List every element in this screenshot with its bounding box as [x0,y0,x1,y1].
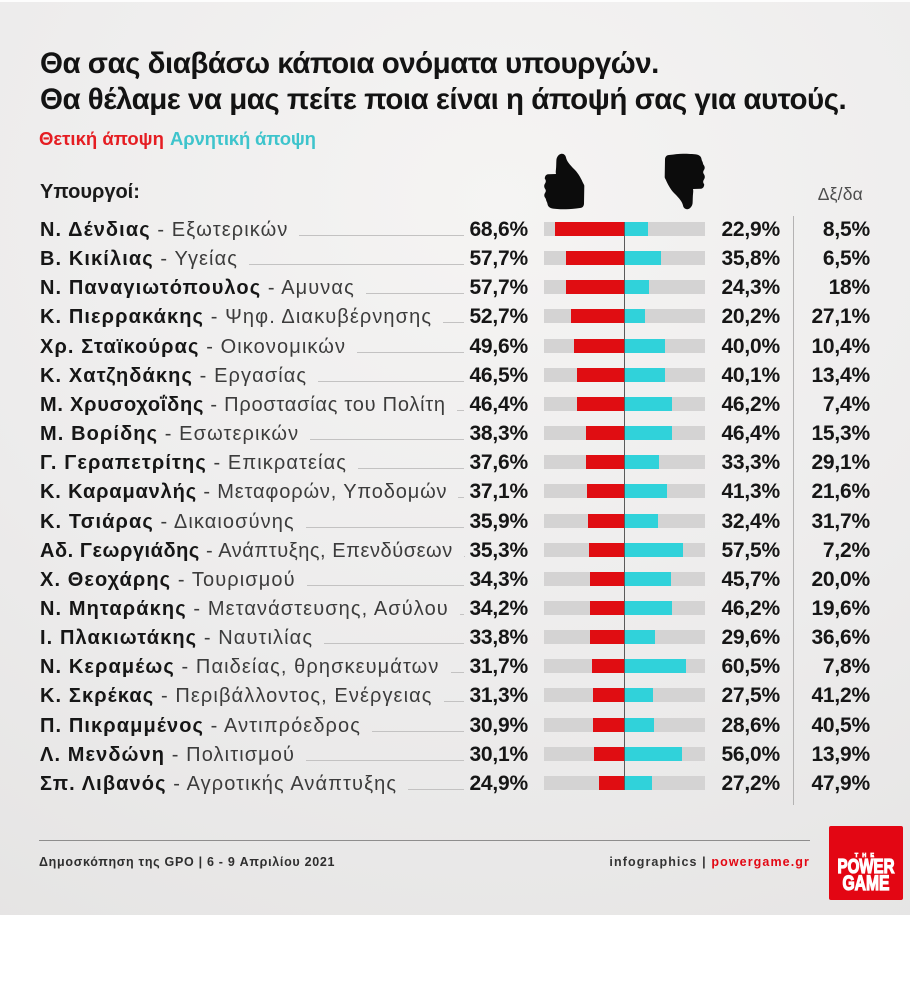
svg-text:POWER: POWER [838,856,895,878]
svg-text:GAME: GAME [843,872,890,895]
svg-text:THE: THE [855,853,879,859]
